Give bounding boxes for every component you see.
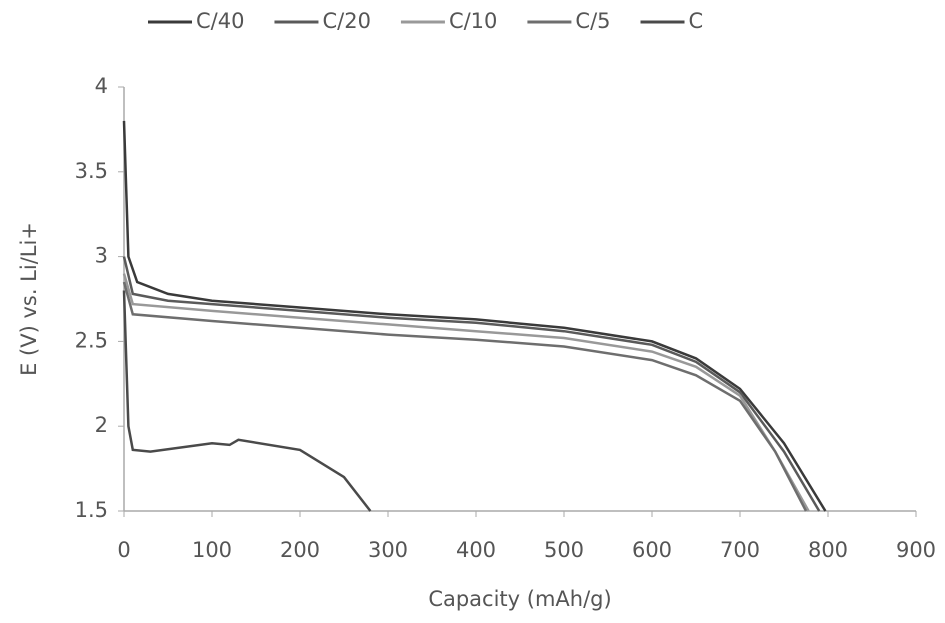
x-tick-label: 800 — [808, 538, 848, 562]
legend-label: C/10 — [449, 9, 497, 33]
x-tick-label: 300 — [368, 538, 408, 562]
y-axis-label: E (V) vs. Li/Li+ — [17, 222, 41, 376]
series-line — [122, 256, 821, 512]
x-tick-label: 600 — [632, 538, 672, 562]
y-tick-label: 4 — [95, 74, 108, 98]
series-line — [122, 281, 808, 512]
x-tick-label: 100 — [192, 538, 232, 562]
series-line — [122, 273, 810, 512]
y-tick-label: 2 — [95, 413, 108, 437]
x-axis-label: Capacity (mAh/g) — [428, 587, 611, 611]
y-tick-label: 1.5 — [75, 498, 108, 522]
x-tick-label: 700 — [720, 538, 760, 562]
y-tick-label: 2.5 — [75, 328, 108, 352]
x-tick-label: 400 — [456, 538, 496, 562]
series-line — [122, 290, 372, 512]
legend-label: C/5 — [575, 9, 610, 33]
legend-label: C/40 — [196, 9, 244, 33]
x-tick-label: 900 — [896, 538, 936, 562]
y-tick-label: 3.5 — [75, 159, 108, 183]
x-tick-label: 200 — [280, 538, 320, 562]
series-line — [122, 120, 827, 512]
x-tick-label: 500 — [544, 538, 584, 562]
legend-label: C/20 — [322, 9, 370, 33]
y-tick-label: 3 — [95, 244, 108, 268]
legend-label: C — [689, 9, 704, 33]
x-tick-label: 0 — [117, 538, 130, 562]
